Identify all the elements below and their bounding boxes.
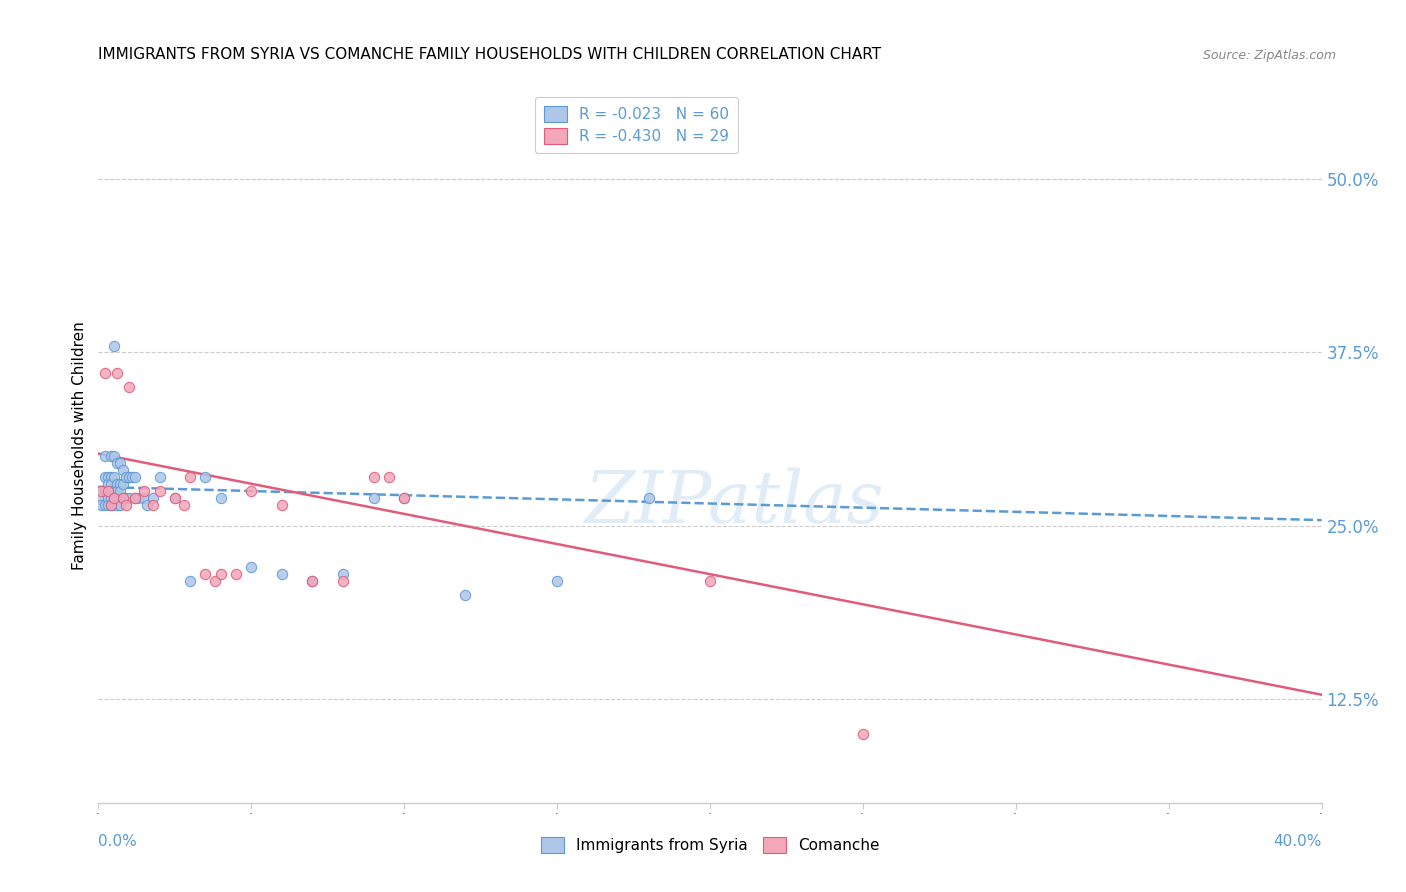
Point [127, 491, 149, 505]
Point [124, 470, 146, 484]
Point [97, 483, 120, 498]
Point [194, 470, 217, 484]
Point [378, 470, 401, 484]
Text: Source: ZipAtlas.com: Source: ZipAtlas.com [1202, 49, 1336, 62]
Point [163, 491, 186, 505]
Point [93, 450, 115, 464]
Point [103, 498, 125, 512]
Point [149, 483, 172, 498]
Point [100, 483, 122, 498]
Point [105, 456, 128, 470]
Point [118, 380, 141, 394]
Point [97, 498, 120, 512]
Point [115, 470, 138, 484]
Point [121, 470, 143, 484]
Point [136, 498, 159, 512]
Point [225, 567, 247, 582]
Point [204, 574, 226, 588]
Point [546, 574, 568, 588]
Point [93, 498, 115, 512]
Point [103, 338, 125, 352]
Point [194, 567, 217, 582]
Point [100, 491, 122, 505]
Point [134, 491, 156, 505]
Point [118, 470, 141, 484]
Point [363, 491, 385, 505]
Point [108, 456, 131, 470]
Point [637, 491, 661, 505]
Legend: Immigrants from Syria, Comanche: Immigrants from Syria, Comanche [534, 831, 886, 859]
Point [118, 491, 141, 505]
Point [179, 470, 201, 484]
Point [332, 567, 354, 582]
Point [134, 483, 156, 498]
Point [93, 483, 115, 498]
Point [93, 366, 115, 380]
Point [301, 574, 323, 588]
Point [90, 483, 112, 498]
Point [111, 463, 134, 477]
Point [852, 726, 875, 740]
Point [108, 477, 131, 491]
Point [97, 470, 120, 484]
Point [111, 477, 134, 491]
Point [105, 477, 128, 491]
Point [173, 498, 195, 512]
Point [103, 450, 125, 464]
Point [209, 491, 232, 505]
Point [699, 574, 721, 588]
Point [105, 366, 128, 380]
Point [240, 483, 263, 498]
Point [124, 491, 146, 505]
Point [454, 588, 477, 602]
Point [90, 491, 112, 505]
Point [392, 491, 416, 505]
Point [270, 567, 292, 582]
Point [179, 574, 201, 588]
Point [142, 491, 165, 505]
Point [100, 477, 122, 491]
Point [100, 470, 122, 484]
Y-axis label: Family Households with Children: Family Households with Children [72, 322, 87, 570]
Point [124, 491, 146, 505]
Point [103, 491, 125, 505]
Point [142, 498, 165, 512]
Point [103, 470, 125, 484]
Point [115, 498, 138, 512]
Point [115, 491, 138, 505]
Point [105, 483, 128, 498]
Point [111, 491, 134, 505]
Point [363, 470, 385, 484]
Point [93, 470, 115, 484]
Point [392, 491, 416, 505]
Point [103, 491, 125, 505]
Point [111, 491, 134, 505]
Point [301, 574, 323, 588]
Point [108, 498, 131, 512]
Point [97, 477, 120, 491]
Point [163, 491, 186, 505]
Point [240, 560, 263, 574]
Point [100, 450, 122, 464]
Text: 0.0%: 0.0% [98, 834, 138, 848]
Point [100, 498, 122, 512]
Point [103, 483, 125, 498]
Text: 40.0%: 40.0% [1274, 834, 1322, 848]
Point [97, 483, 120, 498]
Point [108, 483, 131, 498]
Point [270, 498, 292, 512]
Point [332, 574, 354, 588]
Point [105, 498, 128, 512]
Text: IMMIGRANTS FROM SYRIA VS COMANCHE FAMILY HOUSEHOLDS WITH CHILDREN CORRELATION CH: IMMIGRANTS FROM SYRIA VS COMANCHE FAMILY… [98, 47, 882, 62]
Point [90, 483, 112, 498]
Point [90, 498, 112, 512]
Point [97, 491, 120, 505]
Point [100, 498, 122, 512]
Point [209, 567, 232, 582]
Point [149, 470, 172, 484]
Text: ZIPatlas: ZIPatlas [585, 467, 884, 539]
